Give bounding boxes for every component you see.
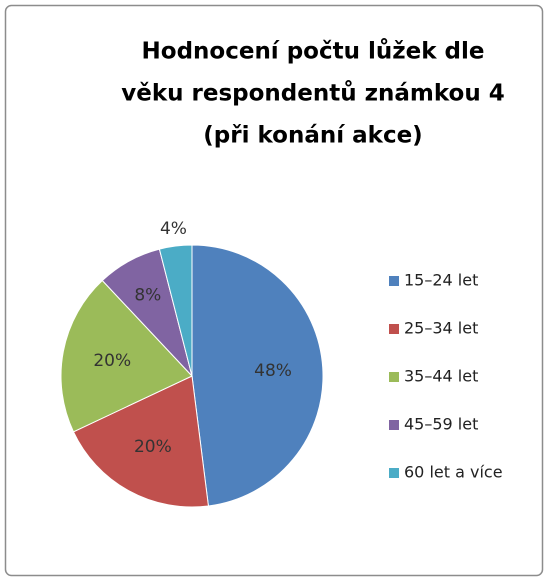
legend-swatch xyxy=(389,468,399,478)
data-label: 4% xyxy=(160,219,187,239)
data-label: 20% xyxy=(134,437,172,457)
data-label: 48% xyxy=(254,361,292,381)
chart-title: věku respondentů známkou 4 xyxy=(121,80,504,107)
legend-swatch xyxy=(389,324,399,334)
pie-slice xyxy=(158,244,193,377)
data-label: 8% xyxy=(134,286,161,306)
chart-title: (při konání akce) xyxy=(203,123,422,149)
pie-slice xyxy=(60,279,193,433)
chart-title: Hodnocení počtu lůžek dle xyxy=(142,38,485,65)
pie-slice xyxy=(191,244,324,507)
legend-label: 15–24 let xyxy=(404,271,478,290)
legend-swatch xyxy=(389,276,399,286)
legend-label: 25–34 let xyxy=(404,319,478,338)
legend-swatch xyxy=(389,420,399,430)
legend-swatch xyxy=(389,372,399,382)
legend-label: 45–59 let xyxy=(404,415,478,434)
legend-label: 35–44 let xyxy=(404,367,478,386)
pie-slice xyxy=(72,375,209,508)
legend-label: 60 let a více xyxy=(404,463,503,482)
data-label: 20% xyxy=(93,351,131,371)
